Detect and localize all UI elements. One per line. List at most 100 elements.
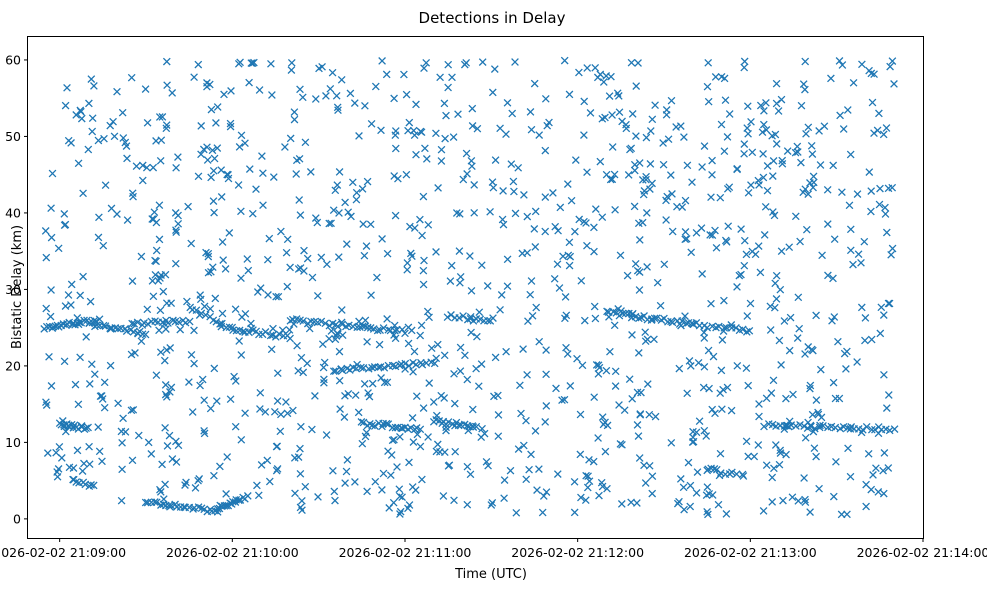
- data-point: [799, 188, 808, 197]
- data-point: [564, 251, 573, 260]
- data-point: [797, 158, 805, 167]
- data-point: [864, 449, 873, 458]
- data-point: [235, 496, 243, 505]
- data-point: [283, 235, 292, 244]
- data-point: [733, 361, 742, 370]
- data-point: [158, 460, 166, 469]
- data-point: [412, 360, 420, 369]
- data-point: [510, 187, 518, 196]
- data-point: [311, 392, 319, 400]
- data-point: [222, 501, 231, 510]
- y-tick-label: 50: [5, 129, 21, 144]
- data-point: [561, 293, 570, 301]
- data-point: [599, 78, 608, 86]
- data-point: [141, 85, 150, 93]
- data-point: [296, 469, 305, 478]
- data-point: [456, 343, 465, 352]
- data-point: [860, 237, 869, 246]
- data-point: [474, 382, 483, 391]
- data-point: [277, 227, 285, 236]
- data-point: [673, 499, 682, 508]
- data-point: [317, 317, 326, 326]
- data-point: [705, 384, 713, 393]
- data-point: [812, 311, 820, 320]
- data-point: [245, 165, 254, 173]
- x-tick-label: 2026-02-02 21:11:00: [339, 545, 472, 560]
- data-point: [294, 453, 303, 461]
- data-point: [200, 302, 209, 311]
- data-point: [535, 465, 543, 473]
- data-point: [157, 136, 166, 145]
- data-point: [427, 344, 436, 353]
- data-point: [876, 184, 884, 193]
- y-tick-label: 10: [5, 435, 21, 450]
- data-point: [383, 315, 391, 323]
- data-point: [849, 78, 858, 87]
- data-point: [286, 263, 294, 272]
- data-point: [61, 427, 70, 436]
- data-point: [846, 150, 855, 159]
- data-point: [879, 311, 888, 319]
- data-point: [351, 478, 359, 486]
- data-point: [543, 121, 552, 130]
- data-point: [194, 172, 203, 181]
- data-point: [204, 249, 213, 258]
- data-point: [418, 231, 426, 240]
- data-point: [634, 59, 642, 67]
- data-point: [751, 250, 760, 259]
- data-point: [217, 193, 226, 201]
- data-point: [704, 97, 713, 106]
- data-point: [370, 422, 379, 430]
- data-point: [611, 205, 619, 214]
- data-point: [382, 419, 391, 428]
- data-point: [606, 347, 614, 356]
- data-point: [412, 150, 420, 159]
- data-point: [723, 133, 732, 141]
- data-point: [263, 255, 272, 264]
- data-point: [274, 292, 283, 301]
- data-point: [519, 441, 528, 450]
- data-point: [507, 160, 516, 168]
- data-point: [405, 118, 414, 127]
- data-point: [60, 357, 69, 366]
- data-point: [829, 492, 838, 501]
- data-point: [512, 508, 521, 517]
- data-point: [303, 254, 312, 263]
- data-point: [633, 266, 642, 275]
- data-point: [420, 64, 428, 73]
- data-point: [94, 423, 103, 431]
- data-point: [719, 385, 727, 394]
- data-point: [816, 421, 824, 430]
- data-point: [754, 176, 763, 185]
- data-point: [276, 427, 285, 436]
- data-point: [707, 299, 715, 308]
- data-point: [281, 143, 289, 151]
- data-point: [168, 455, 177, 463]
- data-point: [406, 249, 415, 258]
- data-point: [325, 334, 333, 343]
- data-point: [759, 173, 768, 182]
- y-tick-label: 20: [5, 358, 21, 373]
- data-point: [488, 498, 497, 507]
- data-point: [527, 450, 535, 459]
- data-point: [294, 265, 303, 273]
- x-axis-label: Time (UTC): [454, 567, 527, 582]
- data-point: [660, 260, 669, 269]
- data-point: [862, 422, 871, 431]
- data-point: [409, 367, 417, 376]
- data-point: [740, 261, 749, 270]
- data-point: [100, 134, 108, 143]
- data-point: [418, 475, 426, 484]
- data-point: [196, 381, 204, 390]
- data-point: [861, 314, 870, 322]
- data-point: [42, 304, 51, 313]
- data-point: [502, 130, 510, 139]
- data-point: [845, 201, 854, 210]
- data-point: [221, 265, 230, 273]
- data-point: [576, 450, 585, 459]
- data-point: [594, 370, 603, 378]
- data-point: [735, 271, 744, 280]
- data-point: [441, 134, 449, 143]
- data-point: [857, 258, 865, 267]
- data-point: [205, 80, 214, 89]
